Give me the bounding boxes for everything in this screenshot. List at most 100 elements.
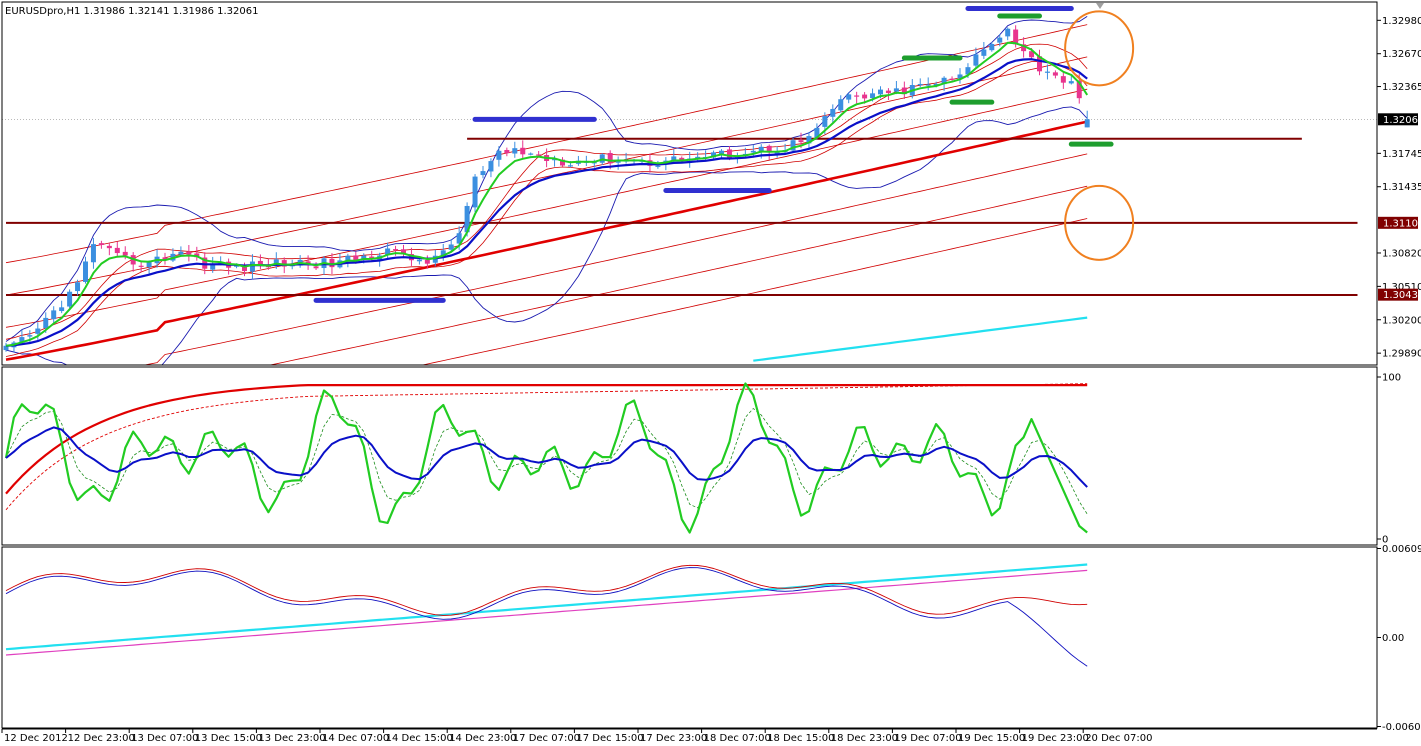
- candle-body: [19, 337, 25, 343]
- candle-body: [870, 93, 876, 99]
- candle-body: [186, 251, 192, 255]
- candle-body: [210, 264, 216, 270]
- candle-body: [822, 116, 828, 127]
- candle: [401, 244, 406, 258]
- stoch-tick-label: 0: [1382, 535, 1388, 546]
- candle-body: [719, 150, 724, 154]
- candle-body: [607, 153, 613, 164]
- candle-body: [3, 345, 9, 351]
- candle: [472, 174, 478, 213]
- macd-panel[interactable]: [5, 563, 1088, 667]
- candle: [3, 342, 9, 352]
- candle-body: [1005, 28, 1011, 37]
- candle-body: [567, 165, 573, 167]
- candle: [560, 157, 565, 167]
- candle-body: [536, 154, 542, 156]
- candle-body: [448, 244, 454, 250]
- candle-body: [941, 77, 947, 85]
- candle: [496, 146, 502, 167]
- candle-body: [234, 265, 240, 267]
- candle: [51, 306, 57, 323]
- candle-body: [965, 67, 971, 75]
- candle-body: [51, 310, 57, 320]
- candle-body: [361, 255, 367, 260]
- candle: [321, 255, 327, 275]
- candle: [130, 252, 136, 272]
- candle-body: [830, 108, 836, 117]
- candle-body: [878, 89, 883, 95]
- candle-body: [917, 83, 923, 86]
- price-tag: [1378, 288, 1418, 301]
- candle-body: [106, 245, 112, 249]
- candle-body: [925, 84, 931, 86]
- candle: [178, 246, 184, 256]
- candle-body: [854, 95, 860, 97]
- candle-body: [385, 248, 391, 255]
- candle-body: [329, 258, 335, 268]
- envelope-lower-3: [420, 218, 1088, 365]
- candle: [67, 289, 73, 308]
- candle: [154, 249, 160, 268]
- candle-body: [893, 88, 899, 92]
- candle: [257, 254, 263, 270]
- candle-body: [1052, 72, 1058, 76]
- candle-body: [35, 328, 41, 334]
- candle-body: [949, 78, 955, 80]
- candle: [830, 104, 836, 124]
- candle: [385, 242, 391, 260]
- candle-body: [520, 147, 526, 155]
- time-tick-label: 14 Dec 23:00: [449, 733, 516, 744]
- candle: [90, 237, 96, 269]
- candle-body: [369, 256, 375, 259]
- stoch-slow-line: [5, 426, 1088, 488]
- candle-body: [162, 257, 168, 261]
- candle: [393, 245, 399, 256]
- price-tick-label: 1.29890: [1382, 349, 1421, 360]
- candle-body: [393, 249, 399, 251]
- cyan-long-ma: [753, 316, 1088, 362]
- candle-body: [1044, 71, 1050, 73]
- candle-body: [281, 260, 287, 267]
- price-panel[interactable]: [2, 5, 1377, 456]
- candle: [83, 256, 88, 284]
- time-tick-label: 13 Dec 23:00: [258, 733, 325, 744]
- candle-body: [416, 259, 422, 262]
- candle-body: [997, 37, 1003, 43]
- candle-body: [313, 266, 319, 269]
- candle-body: [488, 161, 494, 172]
- candle: [75, 279, 81, 296]
- candle: [194, 246, 200, 261]
- time-tick-label: 18 Dec 07:00: [704, 733, 771, 744]
- candle: [138, 260, 144, 273]
- candle-body: [695, 156, 701, 159]
- candle-body: [790, 140, 796, 151]
- candle-body: [1060, 76, 1066, 83]
- macd-red-line: [5, 564, 1088, 616]
- macd-tick-label: -0.006098: [1382, 722, 1421, 733]
- candle: [512, 141, 518, 158]
- price-tick-label: 1.32365: [1382, 82, 1421, 93]
- candle: [226, 258, 232, 275]
- stoch-red-line: [5, 384, 1088, 495]
- candle-body: [202, 257, 208, 269]
- candle-body: [933, 83, 939, 86]
- candle-body: [1013, 29, 1019, 45]
- time-tick-label: 13 Dec 15:00: [195, 733, 262, 744]
- candle: [98, 240, 104, 249]
- time-tick-label: 19 Dec 07:00: [894, 733, 961, 744]
- candle-body: [456, 233, 462, 244]
- panel-frame-2: [1, 366, 1378, 546]
- candle-body: [83, 261, 88, 282]
- candle-body: [146, 262, 152, 268]
- red-long-ma: [5, 120, 1088, 361]
- stoch-red-dashed: [5, 383, 1088, 511]
- candle-body: [345, 255, 351, 261]
- candle-body: [758, 146, 764, 152]
- price-tick-label: 1.32670: [1382, 49, 1421, 60]
- time-tick-label: 17 Dec 15:00: [576, 733, 643, 744]
- candle: [854, 91, 860, 104]
- candle-body: [726, 149, 732, 159]
- stochastic-panel[interactable]: [4, 382, 1088, 534]
- price-tag: [1378, 113, 1418, 126]
